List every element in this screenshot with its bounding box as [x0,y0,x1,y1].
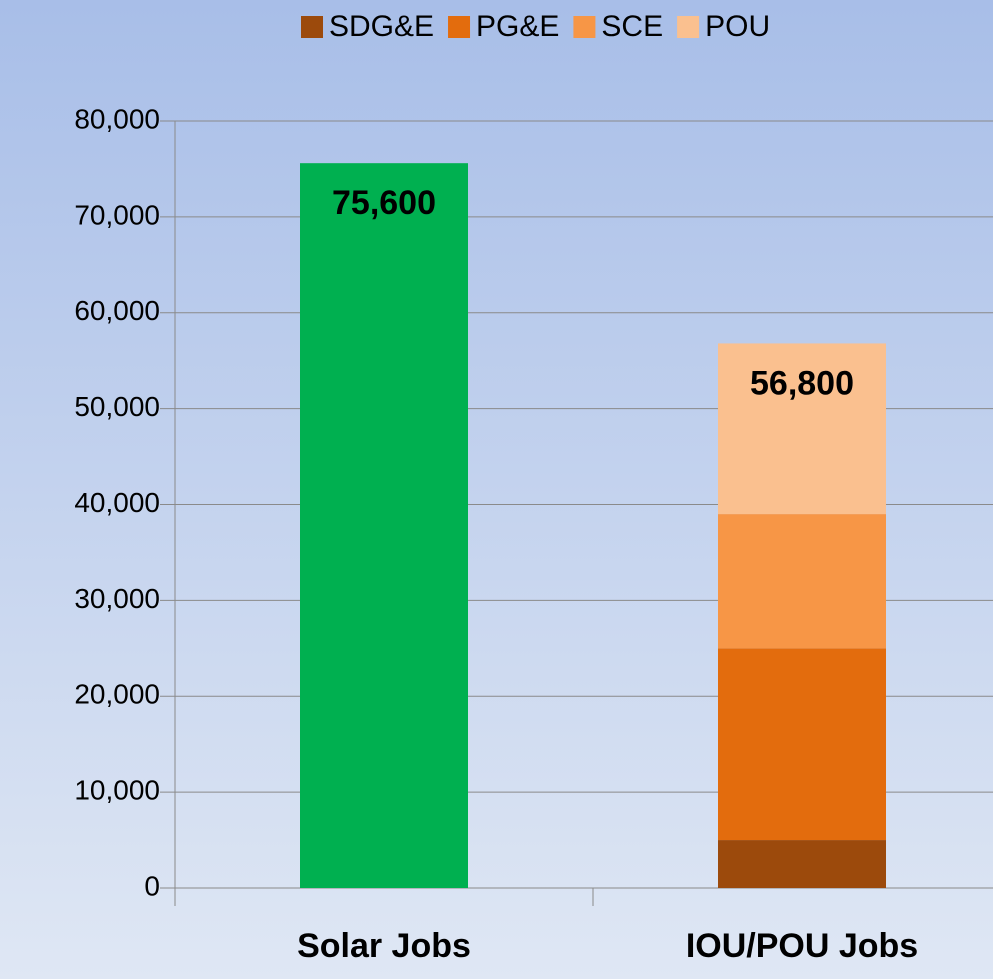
bar-segment [718,840,886,888]
total-label: 56,800 [750,364,854,402]
legend-label: POU [705,10,770,43]
y-tick-label: 20,000 [74,679,160,710]
y-tick-label: 0 [144,870,160,901]
bar-segment [300,163,468,888]
legend-label: SCE [601,10,663,43]
y-tick-label: 70,000 [74,199,160,230]
legend-swatch [677,16,700,38]
y-tick-label: 60,000 [74,295,160,326]
y-tick-label: 50,000 [74,391,160,422]
legend-swatch [448,16,471,38]
x-tick-label: Solar Jobs [297,927,471,965]
bar-segment [718,514,886,649]
legend-swatch [301,16,323,38]
bar-segment [718,648,886,841]
y-tick-label: 40,000 [74,487,160,518]
legend-swatch [573,16,596,38]
legend-label: SDG&E [329,10,434,43]
x-tick-label: IOU/POU Jobs [686,927,918,965]
y-tick-label: 10,000 [74,775,160,806]
total-label: 75,600 [332,184,436,222]
y-tick-label: 80,000 [74,103,160,134]
y-tick-label: 30,000 [74,583,160,614]
legend-label: PG&E [476,10,559,43]
bar-segment [718,343,886,515]
